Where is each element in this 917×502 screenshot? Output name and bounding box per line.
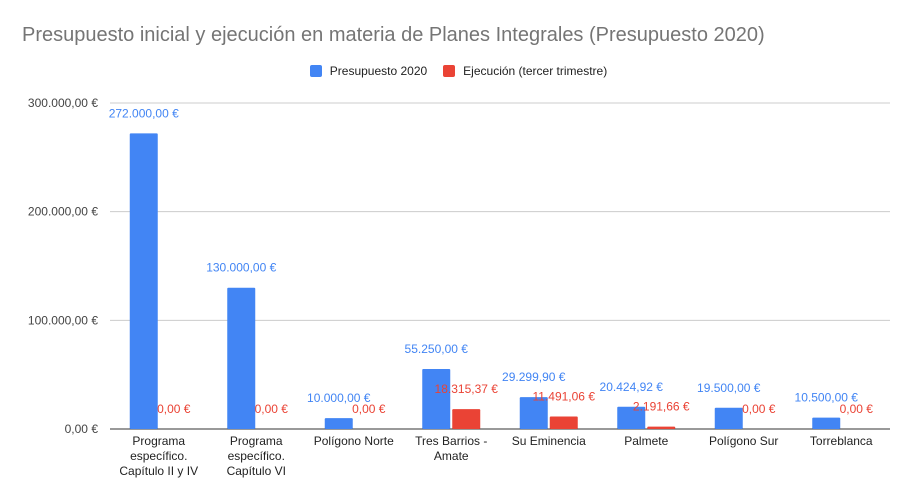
bar-ejecucion	[452, 409, 481, 429]
data-label-presupuesto: 272.000,00 €	[109, 106, 179, 120]
x-tick-label-line: Capítulo VI	[227, 464, 286, 478]
data-label-ejecucion: 0,00 €	[352, 402, 386, 416]
y-tick-label: 200.000,00 €	[28, 205, 98, 219]
chart-title: Presupuesto inicial y ejecución en mater…	[22, 24, 765, 46]
bar-presupuesto	[129, 133, 158, 429]
data-label-presupuesto: 55.250,00 €	[405, 342, 469, 356]
x-tick-label: Polígono Sur	[709, 434, 778, 448]
x-tick-label-line: Torreblanca	[810, 434, 873, 448]
bar-presupuesto	[617, 406, 646, 429]
x-tick-label-line: específico.	[228, 449, 285, 463]
x-tick-label-line: específico.	[130, 449, 187, 463]
data-label-ejecucion: 2.191,66 €	[633, 400, 690, 414]
legend-label-presupuesto: Presupuesto 2020	[329, 64, 428, 78]
data-label-ejecucion: 0,00 €	[742, 402, 776, 416]
x-tick-label: Su Eminencia	[512, 434, 586, 448]
data-label-ejecucion: 0,00 €	[840, 402, 874, 416]
data-label-ejecucion: 18.315,37 €	[435, 382, 499, 396]
bar-presupuesto	[324, 418, 353, 429]
x-tick-label-line: Polígono Norte	[314, 434, 394, 448]
x-tick-label-line: Capítulo II y IV	[119, 464, 198, 478]
x-tick-label: Torreblanca	[810, 434, 873, 448]
legend-swatch-presupuesto	[309, 65, 322, 77]
legend-swatch-ejecucion	[443, 65, 456, 77]
bar-presupuesto	[812, 417, 841, 429]
legend: Presupuesto 2020 Ejecución (tercer trime…	[0, 64, 917, 78]
x-tick-label-line: Tres Barrios -	[415, 434, 487, 448]
data-label-presupuesto: 10.500,00 €	[795, 391, 859, 405]
y-tick-label: 100.000,00 €	[28, 313, 98, 327]
data-label-presupuesto: 19.500,00 €	[697, 381, 761, 395]
data-label-presupuesto: 10.000,00 €	[307, 391, 371, 405]
legend-label-ejecucion: Ejecución (tercer trimestre)	[463, 64, 608, 78]
x-tick-label-line: Palmete	[624, 434, 668, 448]
bar-ejecucion	[647, 426, 676, 429]
data-label-presupuesto: 29.299,90 €	[502, 370, 566, 384]
y-tick-label: 300.000,00 €	[28, 96, 98, 110]
y-tick-label: 0,00 €	[65, 422, 99, 436]
x-tick-label: Palmete	[624, 434, 668, 448]
legend-item-ejecucion: Ejecución (tercer trimestre)	[443, 64, 607, 78]
bar-presupuesto	[422, 368, 451, 429]
x-tick-label: Programa específico. Capítulo VI	[227, 434, 286, 478]
bar-presupuesto	[714, 407, 743, 429]
x-tick-label-line: Su Eminencia	[512, 434, 586, 448]
x-tick-label: Polígono Norte	[314, 434, 394, 448]
data-label-ejecucion: 11.491,06 €	[532, 390, 595, 404]
bar-presupuesto	[519, 397, 548, 429]
legend-item-presupuesto: Presupuesto 2020	[309, 64, 428, 78]
x-tick-label-line: Programa	[230, 434, 283, 448]
data-label-presupuesto: 130.000,00 €	[206, 261, 276, 275]
x-tick-label-line: Polígono Sur	[709, 434, 778, 448]
bar-presupuesto	[227, 287, 256, 429]
data-label-presupuesto: 20.424,92 €	[600, 380, 664, 394]
x-tick-label-line: Amate	[434, 449, 469, 463]
bar-ejecucion	[549, 416, 578, 429]
data-label-ejecucion: 0,00 €	[255, 402, 289, 416]
x-tick-label: Programa específico. Capítulo II y IV	[119, 434, 198, 478]
x-tick-label-line: Programa	[132, 434, 185, 448]
data-label-ejecucion: 0,00 €	[157, 402, 191, 416]
x-tick-label: Tres Barrios -Amate	[415, 434, 487, 463]
